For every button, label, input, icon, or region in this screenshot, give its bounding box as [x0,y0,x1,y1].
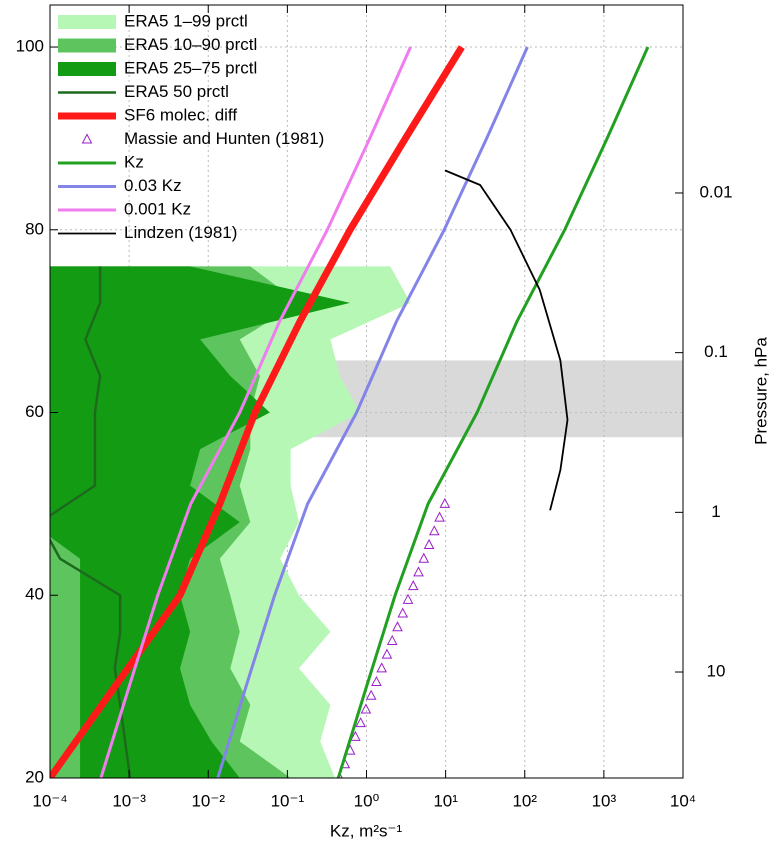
legend-label: Massie and Hunten (1981) [124,129,324,148]
triangle-marker [402,593,414,604]
y-tick-label: 20 [25,767,44,786]
triangle-marker [434,511,445,522]
x-tick-label: 10⁻² [191,791,225,810]
x-tick-label: 10² [512,791,537,810]
y-tick-label: 100 [16,37,44,56]
triangle-marker [371,675,382,687]
legend-label: ERA5 10–90 prctl [124,35,257,54]
x-tick-label: 10⁻⁴ [32,791,67,810]
triangle-marker [350,730,361,741]
data-line [50,45,465,778]
legend-swatch [58,15,116,29]
triangle-marker [381,648,393,659]
y-tick-label: 80 [25,219,44,238]
legend-label: ERA5 25–75 prctl [124,58,257,77]
y2-tick-label: 0.01 [699,182,732,201]
triangle-marker [386,634,398,645]
y2-tick-label: 10 [707,662,726,681]
plot-area [50,5,683,778]
legend-swatch [58,62,116,76]
data-line [336,46,650,778]
y-tick-label: 60 [25,402,44,421]
x-tick-label: 10⁻³ [112,791,146,810]
triangle-marker [397,607,409,618]
triangle-marker [355,717,366,728]
data-line [444,169,569,511]
triangle-marker [376,662,388,673]
data-line [216,46,529,778]
triangle-marker [423,538,435,550]
legend-label: ERA5 1–99 prctl [124,11,248,30]
legend-swatch [58,38,116,53]
x-tick-label: 10⁰ [354,791,380,810]
triangle-marker [365,689,377,700]
y2-tick-label: 1 [711,502,720,521]
y-tick-label: 40 [25,585,44,604]
data-line [99,46,412,778]
legend-label: 0.03 Kz [124,176,182,195]
x-tick-label: 10⁻¹ [271,791,305,810]
legend-label: 0.001 Kz [124,199,191,218]
triangle-marker [413,566,424,577]
percentile-band [50,266,351,778]
triangle-marker [418,552,430,563]
y2-tick-label: 0.1 [704,342,728,361]
legend-label: ERA5 50 prctl [124,82,229,101]
triangle-marker [392,621,403,632]
triangle-marker [360,703,372,714]
legend-label: Lindzen (1981) [124,223,237,242]
axes: 10⁻⁴ 10⁻³ 10⁻² 10⁻¹ 10⁰ 10¹ 10² 10³ 10⁴ 20 40 60 80 1… [16,4,733,810]
legend-label: Kz [124,152,144,171]
x-tick-label: 10¹ [433,791,458,810]
x-tick-label: 10³ [592,791,617,810]
legend-label: SF6 molec. diff [124,105,237,124]
legend: ERA5 1–99 prctl ERA5 10–90 prctl ERA5 25–7… [58,11,324,242]
data-line [50,266,132,778]
triangle-marker [439,497,451,508]
x-tick-label: 10⁴ [670,791,696,810]
legend-swatch [81,133,93,144]
triangle-marker [407,580,419,591]
y2-axis-label: Pressure, hPa [751,337,770,445]
triangle-marker [428,525,440,536]
x-axis-label: Kz, m²s⁻¹ [330,821,403,840]
